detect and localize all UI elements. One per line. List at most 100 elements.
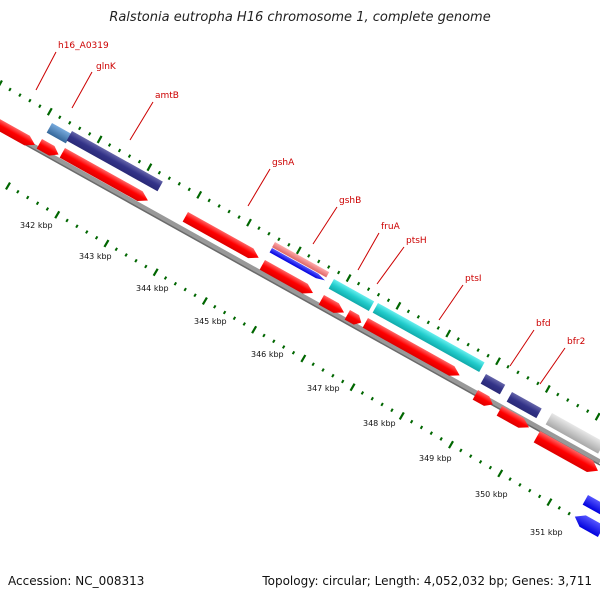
gene-feature-h16_A0319[interactable]	[0, 108, 38, 150]
kbp-label: 348 kbp	[363, 419, 396, 428]
tick-mark	[157, 170, 162, 175]
gene-feature-red-d[interactable]	[496, 406, 532, 432]
gene-feature-grey[interactable]	[545, 413, 600, 454]
gene-shape[interactable]	[582, 495, 600, 520]
tick-mark	[127, 154, 132, 158]
gene-label-glnK[interactable]: glnK	[96, 62, 117, 72]
gene-feature-gshB-blue[interactable]	[269, 248, 327, 283]
tick-mark	[576, 403, 580, 408]
gene-shape[interactable]	[480, 374, 506, 395]
gene-shape[interactable]	[496, 406, 532, 432]
gene-shape[interactable]	[506, 392, 542, 419]
gene-feature-gshB[interactable]	[259, 260, 316, 298]
tick-mark	[436, 326, 440, 330]
tick-mark	[262, 333, 266, 338]
tick-mark	[45, 207, 50, 211]
tick-mark	[137, 159, 142, 164]
gene-feature-ptsH[interactable]	[344, 310, 364, 327]
gene-feature-red-a[interactable]	[59, 148, 151, 205]
tick-mark	[311, 362, 315, 367]
gene-shape[interactable]	[66, 131, 163, 192]
kbp-label: 350 kbp	[475, 490, 508, 499]
outer-tick-ring	[0, 79, 600, 421]
gene-label-callouts	[35, 51, 566, 385]
gene-feature-gshA[interactable]	[182, 212, 262, 263]
tick-mark	[103, 239, 110, 248]
genes-value: 3,711	[557, 574, 592, 588]
length-value: 4,052,032 bp	[423, 574, 504, 588]
gene-feature-blue-a[interactable]	[582, 495, 600, 520]
gene-shape[interactable]	[46, 123, 72, 144]
gene-feature-steel[interactable]	[46, 123, 72, 144]
inner-tick-ring	[5, 181, 581, 522]
gene-feature-gshB-salmon[interactable]	[272, 242, 330, 278]
gene-feature-red-b[interactable]	[318, 295, 347, 317]
gene-shape[interactable]	[59, 148, 151, 205]
gene-label-fruA[interactable]: fruA	[381, 222, 401, 232]
gene-feature-amtB[interactable]	[66, 131, 163, 192]
tick-mark	[537, 494, 542, 499]
accession-value: NC_008313	[75, 574, 145, 588]
gene-shape[interactable]	[533, 431, 600, 476]
gene-labels: h16_A0319 glnK amtB gshA gshB fruA ptsH …	[58, 41, 585, 347]
tick-mark	[246, 218, 252, 227]
gene-feature-red-e[interactable]	[533, 431, 600, 476]
gene-feature-ptsI[interactable]	[362, 318, 463, 380]
gene-feature-glnK[interactable]	[36, 139, 62, 159]
kbp-label: 342 kbp	[20, 221, 53, 230]
tick-mark	[183, 287, 187, 292]
tick-mark	[18, 93, 22, 97]
gene-shape[interactable]	[328, 279, 375, 312]
tick-mark	[16, 189, 20, 194]
gene-shape[interactable]	[259, 260, 316, 298]
tick-mark	[495, 357, 501, 366]
gene-shape[interactable]	[362, 318, 463, 380]
tick-mark	[54, 210, 61, 219]
gene-feature-ptsI-cyan[interactable]	[372, 303, 485, 373]
gene-shape[interactable]	[272, 242, 330, 278]
tick-mark	[144, 264, 148, 269]
kbp-label: 346 kbp	[251, 350, 284, 359]
gene-feature-bfd[interactable]	[480, 374, 506, 395]
tick-mark	[508, 477, 512, 482]
tick-mark	[331, 373, 335, 378]
gene-feature-blue-b[interactable]	[572, 511, 600, 537]
tick-mark	[426, 320, 430, 325]
tick-mark	[497, 469, 504, 478]
gene-label-gshA[interactable]: gshA	[272, 158, 295, 168]
tick-mark	[594, 412, 600, 421]
tick-mark	[58, 115, 62, 120]
gene-feature-red-c[interactable]	[472, 390, 496, 409]
gene-shape[interactable]	[472, 390, 496, 409]
gene-shape[interactable]	[372, 303, 485, 373]
tick-mark	[321, 368, 325, 372]
gene-label-bfr2[interactable]: bfr2	[567, 337, 585, 347]
gene-label-ptsI[interactable]: ptsI	[465, 274, 482, 284]
gene-shape[interactable]	[182, 212, 262, 263]
tick-mark	[35, 201, 40, 206]
gene-shape[interactable]	[269, 248, 327, 283]
genome-stats: Topology: circular; Length: 4,052,032 bp…	[262, 574, 592, 588]
tick-mark	[114, 247, 118, 252]
tick-mark	[386, 298, 391, 303]
tick-mark	[370, 396, 374, 401]
gene-feature-bfr2[interactable]	[506, 392, 542, 419]
callout-line	[357, 232, 380, 271]
gene-shape[interactable]	[572, 511, 600, 537]
callout-line	[438, 284, 464, 321]
gene-shape[interactable]	[36, 139, 62, 159]
gene-label-ptsH[interactable]: ptsH	[406, 236, 427, 246]
tick-mark	[395, 301, 402, 310]
gene-label-bfd[interactable]: bfd	[536, 319, 551, 329]
gene-shape[interactable]	[344, 310, 364, 327]
gene-feature-fruA[interactable]	[328, 279, 375, 312]
tick-mark	[380, 402, 384, 407]
gene-label-h16_A0319[interactable]: h16_A0319	[58, 41, 109, 51]
gene-label-gshB[interactable]: gshB	[339, 196, 361, 206]
gene-label-amtB[interactable]: amtB	[155, 91, 179, 101]
gene-shape[interactable]	[545, 413, 600, 454]
kbp-label: 343 kbp	[79, 252, 112, 261]
gene-shape[interactable]	[318, 295, 347, 317]
gene-shape[interactable]	[0, 108, 38, 150]
